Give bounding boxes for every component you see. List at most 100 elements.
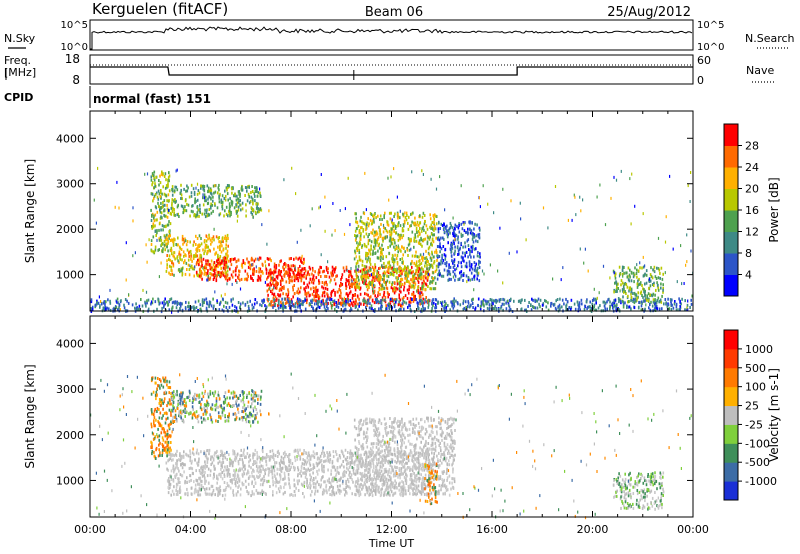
data-cell xyxy=(433,224,436,228)
data-cell xyxy=(161,442,164,446)
data-cell xyxy=(170,249,173,253)
data-cell xyxy=(644,297,647,301)
data-cell xyxy=(422,307,425,310)
data-cell xyxy=(323,460,325,464)
noise-cell xyxy=(386,235,388,239)
data-cell xyxy=(227,419,230,423)
data-cell xyxy=(120,299,122,303)
data-cell xyxy=(425,256,428,260)
data-cell xyxy=(392,299,395,303)
data-cell xyxy=(290,298,293,302)
data-cell xyxy=(239,457,241,461)
nave-tick-top: 60 xyxy=(697,54,711,67)
data-cell xyxy=(656,298,659,302)
data-cell xyxy=(182,211,184,215)
data-cell xyxy=(534,300,537,303)
data-cell xyxy=(210,197,212,201)
data-cell xyxy=(570,306,573,310)
data-cell xyxy=(237,200,240,204)
data-cell xyxy=(219,244,221,248)
data-cell xyxy=(448,278,451,282)
data-cell xyxy=(235,279,237,283)
noise-cell xyxy=(430,177,432,181)
data-cell xyxy=(229,267,231,271)
data-cell xyxy=(407,221,409,225)
data-cell xyxy=(388,306,390,310)
data-cell xyxy=(476,271,479,275)
data-cell xyxy=(135,306,138,310)
data-cell xyxy=(284,450,286,454)
data-cell xyxy=(399,216,401,220)
data-cell xyxy=(419,214,421,218)
noise-cell xyxy=(602,264,605,268)
data-cell xyxy=(670,304,672,307)
data-cell xyxy=(203,185,206,188)
data-cell xyxy=(223,304,225,308)
data-cell xyxy=(168,408,171,412)
data-cell xyxy=(460,255,463,259)
data-cell xyxy=(426,242,429,246)
data-cell xyxy=(205,199,207,203)
data-cell xyxy=(260,270,262,274)
data-cell xyxy=(380,305,382,309)
data-cell xyxy=(205,409,207,413)
data-cell xyxy=(396,254,399,257)
data-cell xyxy=(196,414,199,418)
data-cell xyxy=(226,184,229,187)
data-cell xyxy=(322,286,325,290)
noise-cell xyxy=(365,265,367,269)
data-cell xyxy=(466,239,469,243)
data-cell xyxy=(335,453,338,456)
noise-cell xyxy=(142,288,144,292)
data-cell xyxy=(386,270,388,274)
data-cell xyxy=(360,277,363,281)
data-cell xyxy=(393,229,395,233)
data-cell xyxy=(291,279,293,283)
data-cell xyxy=(578,304,580,308)
data-cell xyxy=(428,237,431,241)
data-cell xyxy=(167,446,169,450)
data-cell xyxy=(182,397,184,401)
data-cell xyxy=(218,492,221,496)
data-cell xyxy=(452,306,455,310)
noise-cell xyxy=(613,175,615,179)
data-cell xyxy=(309,455,311,459)
data-cell xyxy=(388,239,391,243)
data-cell xyxy=(288,278,291,282)
noise-cell xyxy=(387,265,390,269)
data-cell xyxy=(164,448,167,452)
data-cell xyxy=(202,196,204,200)
data-cell xyxy=(196,394,198,398)
data-cell xyxy=(595,308,598,312)
data-cell xyxy=(507,302,510,306)
data-cell xyxy=(175,185,178,189)
noise-cell xyxy=(202,193,204,197)
data-cell xyxy=(389,297,392,301)
data-cell xyxy=(455,233,458,237)
data-cell xyxy=(271,449,274,453)
noise-cell xyxy=(145,243,147,247)
data-cell xyxy=(192,243,195,247)
data-cell xyxy=(621,265,624,269)
data-cell xyxy=(282,308,285,312)
data-cell xyxy=(631,271,633,275)
data-cell xyxy=(188,305,190,309)
data-cell xyxy=(500,306,502,310)
data-cell xyxy=(197,396,200,400)
data-cell xyxy=(355,272,358,276)
data-cell xyxy=(568,306,571,309)
data-cell xyxy=(353,257,356,261)
data-cell xyxy=(251,185,253,188)
data-cell xyxy=(440,274,443,278)
data-cell xyxy=(221,237,224,241)
data-cell xyxy=(171,306,174,310)
noise-cell xyxy=(478,271,480,275)
data-cell xyxy=(214,190,217,194)
data-cell xyxy=(166,207,169,211)
data-cell xyxy=(233,194,235,198)
data-cell xyxy=(454,278,456,282)
data-cell xyxy=(190,191,193,195)
data-cell xyxy=(174,213,176,217)
data-cell xyxy=(389,233,391,237)
data-cell xyxy=(368,248,370,252)
